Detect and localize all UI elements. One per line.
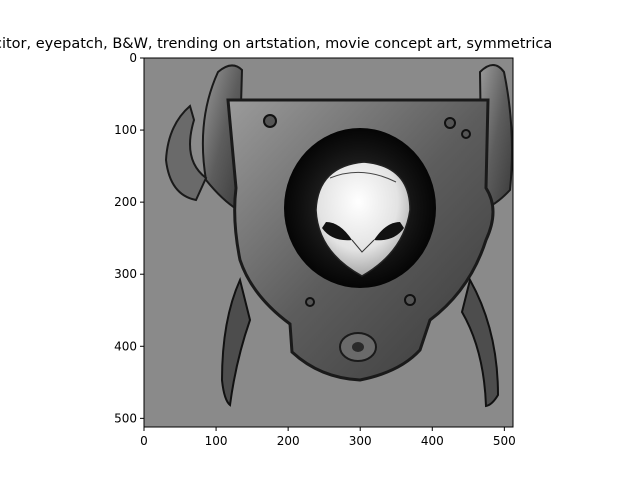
right-leg: [460, 277, 500, 408]
x-tick-label: 400: [421, 434, 444, 448]
right-eye: [374, 222, 404, 241]
x-tick-label: 100: [205, 434, 228, 448]
left-eye: [322, 222, 352, 241]
y-tick-label: 0: [129, 51, 137, 65]
x-tick-label: 300: [349, 434, 372, 448]
y-axis: 0 100 200 300 400 500: [114, 51, 144, 425]
alien-face: [315, 161, 411, 277]
y-tick-label: 300: [114, 267, 137, 281]
y-tick-label: 200: [114, 195, 137, 209]
y-tick-label: 400: [114, 339, 137, 353]
y-tick-label: 500: [114, 411, 137, 425]
axes-frame: [143, 57, 514, 428]
figure-title: citor, eyepatch, B&W, trending on artsta…: [0, 36, 553, 52]
x-tick-label: 500: [493, 434, 516, 448]
x-axis: 0 100 200 300 400 500: [140, 427, 516, 448]
image-area: [144, 58, 513, 427]
x-tick-label: 200: [277, 434, 300, 448]
x-tick-label: 0: [140, 434, 148, 448]
left-ear: [164, 104, 208, 202]
left-leg: [220, 276, 252, 407]
y-tick-label: 100: [114, 123, 137, 137]
